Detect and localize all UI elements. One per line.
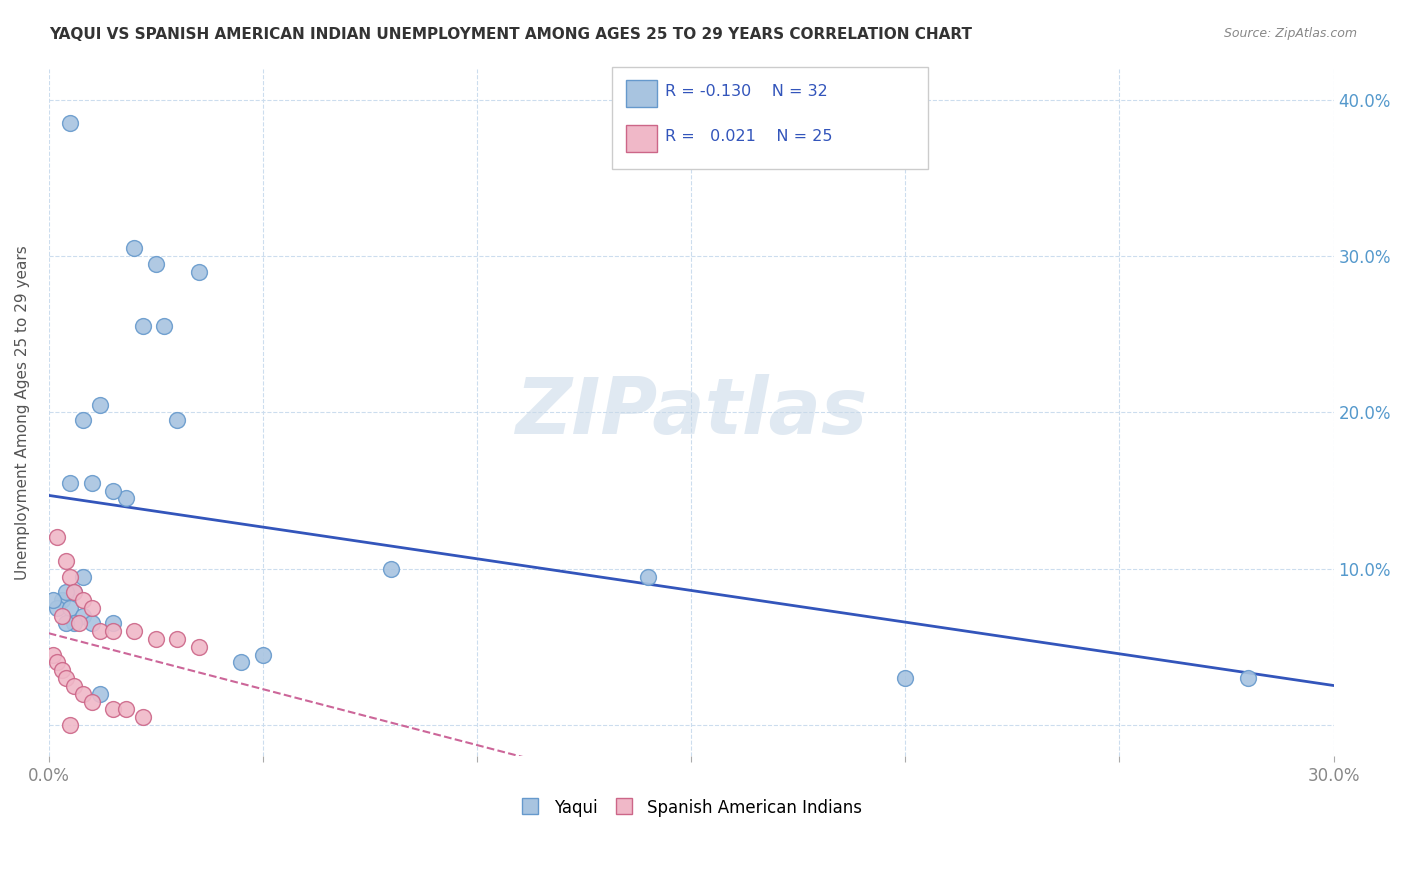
Point <box>145 257 167 271</box>
Point <box>187 640 209 654</box>
Point <box>46 600 69 615</box>
Point <box>51 663 73 677</box>
Point <box>55 554 77 568</box>
Point <box>1237 671 1260 685</box>
Point <box>187 265 209 279</box>
Point <box>67 616 90 631</box>
Point <box>101 702 124 716</box>
Point <box>252 648 274 662</box>
Point <box>101 483 124 498</box>
Point <box>46 656 69 670</box>
Point <box>55 585 77 599</box>
Text: R = -0.130    N = 32: R = -0.130 N = 32 <box>665 85 828 99</box>
Point <box>145 632 167 646</box>
Point <box>63 616 86 631</box>
Point <box>63 585 86 599</box>
Point <box>72 608 94 623</box>
Point <box>46 531 69 545</box>
Point <box>72 569 94 583</box>
Point <box>89 624 111 639</box>
Point <box>89 398 111 412</box>
Point <box>72 687 94 701</box>
Point <box>80 694 103 708</box>
Point <box>132 319 155 334</box>
Point <box>59 718 82 732</box>
Point <box>72 593 94 607</box>
Point <box>894 671 917 685</box>
Point <box>42 648 65 662</box>
Point <box>72 413 94 427</box>
Y-axis label: Unemployment Among Ages 25 to 29 years: Unemployment Among Ages 25 to 29 years <box>15 245 30 580</box>
Point <box>115 491 138 506</box>
Point <box>166 632 188 646</box>
Point <box>115 702 138 716</box>
Text: ZIPatlas: ZIPatlas <box>515 375 868 450</box>
Point <box>80 475 103 490</box>
Point <box>59 600 82 615</box>
Point <box>59 116 82 130</box>
Point <box>166 413 188 427</box>
Point <box>59 475 82 490</box>
Point <box>51 608 73 623</box>
Point <box>124 241 146 255</box>
Point <box>80 600 103 615</box>
Point <box>132 710 155 724</box>
Point <box>380 562 402 576</box>
Point <box>231 656 253 670</box>
Point <box>51 593 73 607</box>
Point <box>55 616 77 631</box>
Point <box>153 319 176 334</box>
Point <box>42 593 65 607</box>
Point <box>101 616 124 631</box>
Text: YAQUI VS SPANISH AMERICAN INDIAN UNEMPLOYMENT AMONG AGES 25 TO 29 YEARS CORRELAT: YAQUI VS SPANISH AMERICAN INDIAN UNEMPLO… <box>49 27 972 42</box>
Point <box>124 624 146 639</box>
Point <box>80 616 103 631</box>
Point <box>55 671 77 685</box>
Point <box>637 569 659 583</box>
Point <box>63 679 86 693</box>
Text: R =   0.021    N = 25: R = 0.021 N = 25 <box>665 129 832 144</box>
Text: Source: ZipAtlas.com: Source: ZipAtlas.com <box>1223 27 1357 40</box>
Point <box>101 624 124 639</box>
Point <box>59 569 82 583</box>
Legend: Yaqui, Spanish American Indians: Yaqui, Spanish American Indians <box>513 792 869 823</box>
Point <box>63 585 86 599</box>
Point <box>89 687 111 701</box>
